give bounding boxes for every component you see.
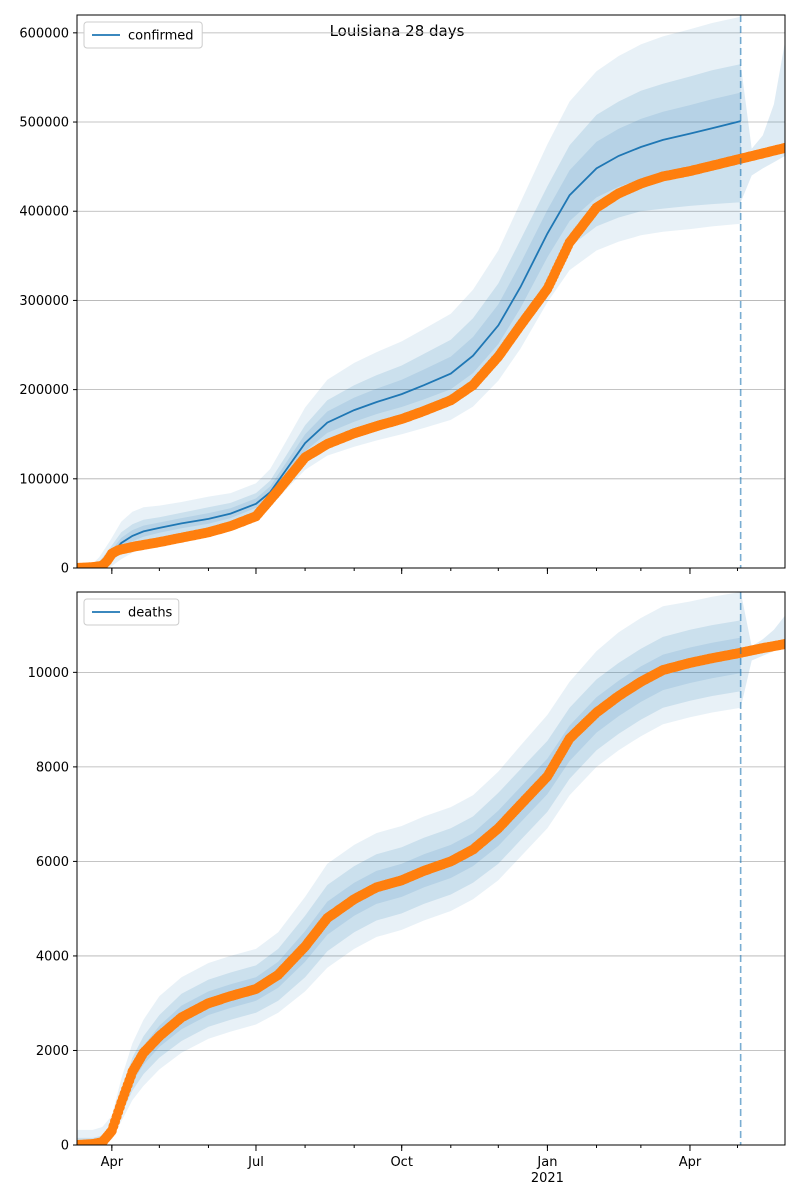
y-tick-label: 500000 bbox=[19, 116, 69, 131]
observed-point bbox=[780, 639, 785, 649]
y-tick-label: 10000 bbox=[28, 666, 69, 681]
legend: confirmed bbox=[83, 21, 203, 49]
y-tick-label: 8000 bbox=[36, 760, 69, 775]
uncertainty-band bbox=[77, 16, 741, 568]
y-tick-label: 6000 bbox=[36, 855, 69, 870]
panel-confirmed: 0 100000 200000 300000 400000 500000 600000 con… bbox=[19, 14, 786, 577]
y-tick-label: 200000 bbox=[19, 383, 69, 398]
x-tick-label: Oct bbox=[390, 1155, 412, 1170]
x-tick-label: Apr bbox=[679, 1155, 702, 1170]
chart-title: Louisiana 28 days bbox=[330, 22, 465, 40]
x-tick-label: Jul bbox=[247, 1155, 264, 1170]
y-tick-label: 4000 bbox=[36, 949, 69, 964]
plot-area bbox=[77, 15, 785, 568]
uncertainty-band bbox=[77, 620, 741, 1145]
legend-box bbox=[83, 21, 203, 49]
legend-label: deaths bbox=[128, 606, 173, 621]
projection-band bbox=[740, 41, 785, 203]
uncertainty-band-inner bbox=[77, 92, 741, 568]
axes-frame bbox=[76, 14, 786, 569]
y-tick-label: 2000 bbox=[36, 1044, 69, 1059]
y-tick-label: 300000 bbox=[19, 294, 69, 309]
observed-points bbox=[77, 639, 785, 1145]
y-tick-label: 600000 bbox=[19, 26, 69, 41]
legend-label: confirmed bbox=[128, 29, 194, 44]
legend: deaths bbox=[83, 598, 180, 626]
x-tick-sublabel: 2021 bbox=[531, 1171, 564, 1186]
y-tick-label: 0 bbox=[61, 1139, 69, 1154]
x-tick-label: Apr bbox=[101, 1155, 124, 1170]
observed-point bbox=[780, 142, 785, 153]
series-line-confirmed bbox=[77, 120, 741, 568]
y-tick-label: 100000 bbox=[19, 472, 69, 487]
uncertainty-band-inner bbox=[77, 637, 741, 1145]
legend-box bbox=[83, 598, 180, 626]
y-tick-label: 400000 bbox=[19, 205, 69, 220]
axes-frame bbox=[76, 591, 786, 1146]
plot-area bbox=[77, 592, 785, 1145]
observed-points bbox=[77, 142, 785, 568]
x-tick-label: Jan bbox=[536, 1155, 557, 1170]
y-tick-label: 0 bbox=[61, 562, 69, 577]
